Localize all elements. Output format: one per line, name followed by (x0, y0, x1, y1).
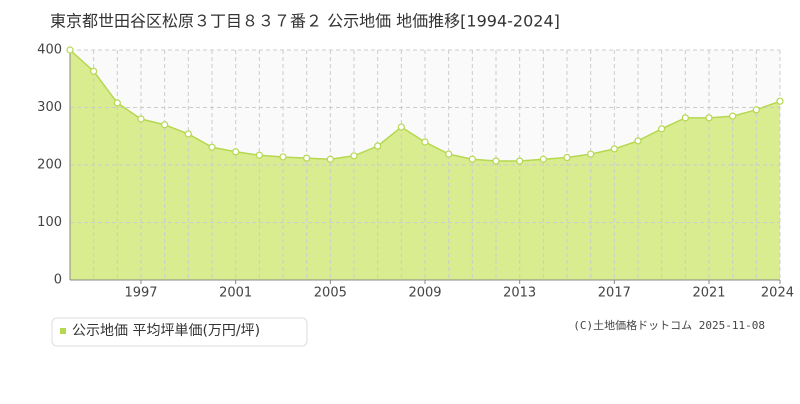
y-tick-label: 400 (37, 43, 62, 58)
point (137, 115, 145, 123)
point (421, 138, 429, 146)
point (374, 142, 382, 150)
point (255, 151, 263, 159)
credit: (C)土地価格ドットコム 2025-11-08 (573, 318, 765, 332)
legend: 公示地価 平均坪単価(万円/坪) (51, 317, 308, 347)
x-tick-label: 2021 (692, 286, 725, 301)
point (681, 114, 689, 122)
chart-title: 東京都世田谷区松原３丁目８３７番２ 公示地価 地価推移[1994-2024] (50, 12, 560, 31)
point (587, 150, 595, 158)
point (397, 123, 405, 131)
point (729, 112, 737, 120)
y-tick-label: 300 (37, 100, 62, 115)
point (184, 130, 192, 138)
point (634, 137, 642, 145)
x-tick-label: 2005 (314, 286, 347, 301)
point (326, 155, 334, 163)
point (516, 157, 524, 165)
x-tick-label: 1997 (124, 286, 157, 301)
point (492, 157, 500, 165)
point (303, 154, 311, 162)
point (563, 153, 571, 162)
y-tick-label: 0 (54, 273, 62, 288)
point (705, 114, 713, 122)
point (279, 153, 287, 161)
point (539, 155, 547, 163)
point (161, 121, 169, 129)
point (658, 125, 666, 133)
legend-box (51, 317, 308, 347)
point (776, 97, 784, 105)
x-tick-label: 2017 (598, 286, 631, 301)
point (445, 150, 453, 158)
y-tick-label: 100 (37, 215, 62, 230)
point (468, 155, 476, 163)
y-tick-label: 200 (37, 158, 62, 173)
legend-swatch (60, 328, 66, 334)
x-tick-label: 2001 (219, 286, 252, 301)
x-tick-label: 2024 (761, 286, 794, 301)
x-tick-label: 2009 (408, 286, 441, 301)
x-tick-label: 2013 (503, 286, 536, 301)
point (66, 46, 74, 54)
point (208, 143, 216, 151)
point (113, 99, 121, 107)
point (752, 106, 760, 114)
legend-label: 公示地価 平均坪単価(万円/坪) (72, 323, 260, 339)
point (610, 145, 618, 153)
point (232, 148, 240, 156)
point (90, 67, 98, 75)
point (350, 152, 358, 160)
